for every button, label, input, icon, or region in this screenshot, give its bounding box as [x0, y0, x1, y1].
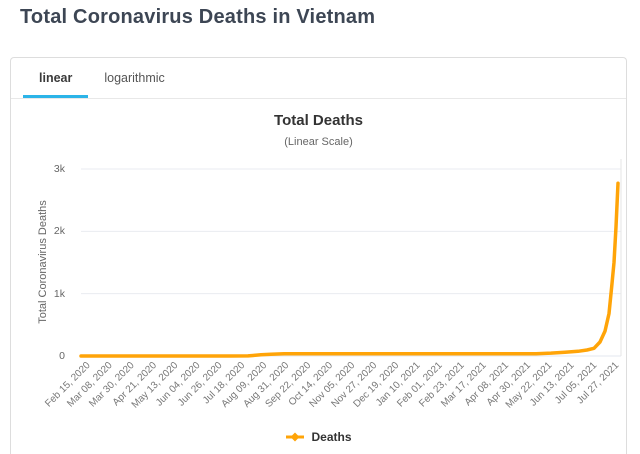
y-tick-label: 1k: [53, 287, 65, 300]
y-tick-label: 3k: [53, 163, 65, 175]
plot-area: [79, 159, 622, 358]
page-title: Total Coronavirus Deaths in Vietnam: [20, 6, 376, 28]
legend-item-deaths[interactable]: Deaths: [11, 430, 626, 444]
y-tick-label: 2k: [53, 225, 65, 238]
legend-marker-icon: [286, 432, 305, 442]
tab-linear[interactable]: linear: [23, 58, 88, 98]
chart: Total Deaths (Linear Scale) Total Corona…: [11, 99, 626, 453]
chart-panel: linear logarithmic Total Deaths (Linear …: [10, 57, 627, 454]
legend-label-deaths: Deaths: [311, 430, 352, 444]
series-line-deaths: [79, 181, 620, 358]
chart-subtitle: (Linear Scale): [284, 136, 353, 148]
scale-tabs: linear logarithmic: [11, 58, 626, 99]
tab-logarithmic[interactable]: logarithmic: [104, 71, 165, 85]
y-tick-label: 0: [59, 350, 65, 362]
chart-title: Total Deaths: [274, 112, 363, 129]
